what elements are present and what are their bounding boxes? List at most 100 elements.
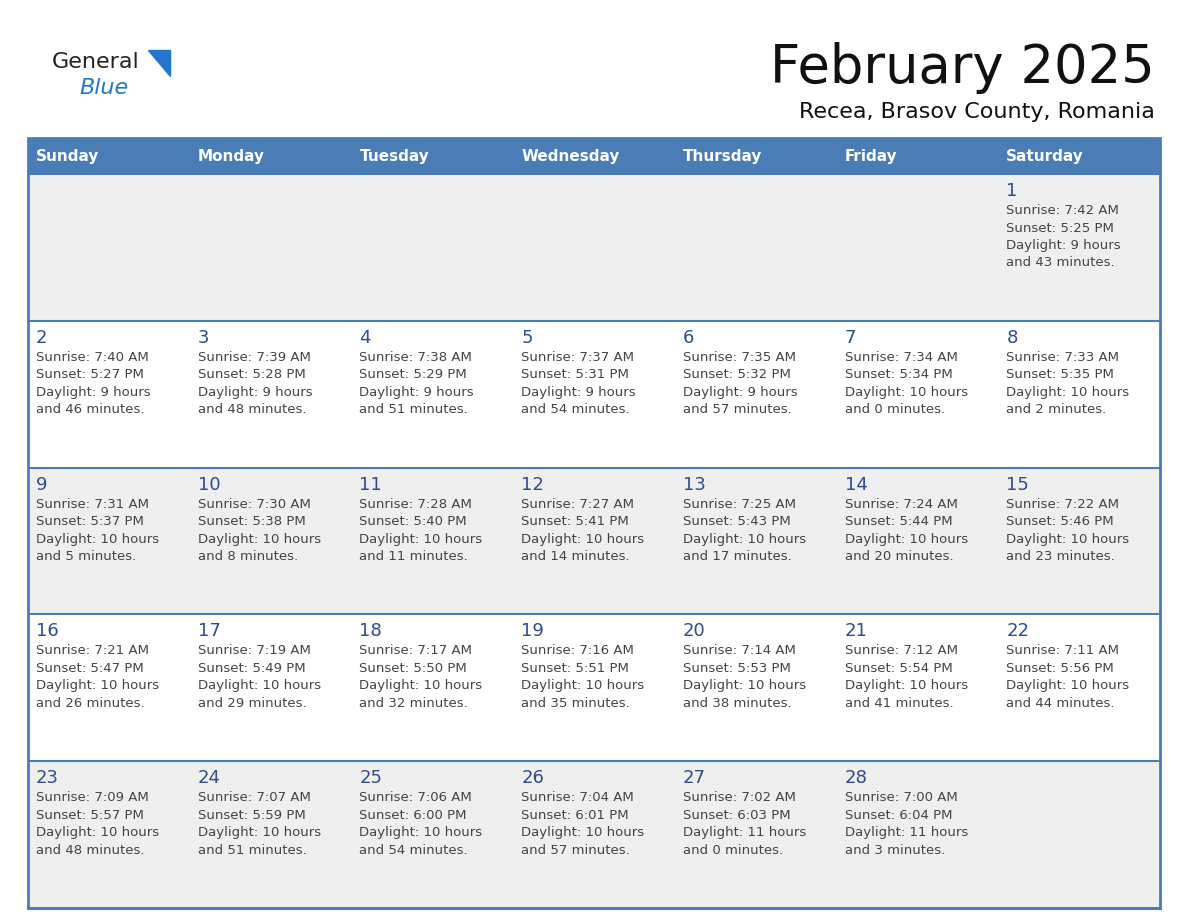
Text: Daylight: 9 hours: Daylight: 9 hours	[360, 386, 474, 398]
Text: Daylight: 10 hours: Daylight: 10 hours	[197, 826, 321, 839]
Text: 26: 26	[522, 769, 544, 788]
Text: and 46 minutes.: and 46 minutes.	[36, 403, 145, 416]
Text: Daylight: 10 hours: Daylight: 10 hours	[1006, 679, 1130, 692]
Text: Sunrise: 7:37 AM: Sunrise: 7:37 AM	[522, 351, 634, 364]
Text: 21: 21	[845, 622, 867, 641]
Text: Sunrise: 7:27 AM: Sunrise: 7:27 AM	[522, 498, 634, 510]
Text: 23: 23	[36, 769, 59, 788]
Text: Sunset: 6:03 PM: Sunset: 6:03 PM	[683, 809, 790, 822]
Text: Sunset: 5:54 PM: Sunset: 5:54 PM	[845, 662, 953, 675]
Text: Sunset: 5:56 PM: Sunset: 5:56 PM	[1006, 662, 1114, 675]
Text: Daylight: 10 hours: Daylight: 10 hours	[845, 532, 968, 545]
Text: 7: 7	[845, 329, 857, 347]
Text: Sunrise: 7:09 AM: Sunrise: 7:09 AM	[36, 791, 148, 804]
Text: Sunset: 5:51 PM: Sunset: 5:51 PM	[522, 662, 628, 675]
Text: Daylight: 10 hours: Daylight: 10 hours	[845, 386, 968, 398]
Text: Sunset: 5:28 PM: Sunset: 5:28 PM	[197, 368, 305, 381]
Text: 20: 20	[683, 622, 706, 641]
Text: Sunrise: 7:11 AM: Sunrise: 7:11 AM	[1006, 644, 1119, 657]
Text: Sunset: 5:53 PM: Sunset: 5:53 PM	[683, 662, 791, 675]
Bar	[29, 467, 1159, 614]
Text: and 41 minutes.: and 41 minutes.	[845, 697, 953, 710]
Text: Sunrise: 7:14 AM: Sunrise: 7:14 AM	[683, 644, 796, 657]
Text: and 5 minutes.: and 5 minutes.	[36, 550, 137, 563]
Text: Sunrise: 7:17 AM: Sunrise: 7:17 AM	[360, 644, 473, 657]
Text: Saturday: Saturday	[1006, 149, 1085, 163]
Text: Sunset: 5:46 PM: Sunset: 5:46 PM	[1006, 515, 1114, 528]
Text: Daylight: 10 hours: Daylight: 10 hours	[683, 532, 805, 545]
Text: Sunrise: 7:22 AM: Sunrise: 7:22 AM	[1006, 498, 1119, 510]
Text: and 44 minutes.: and 44 minutes.	[1006, 697, 1114, 710]
Text: Sunset: 5:49 PM: Sunset: 5:49 PM	[197, 662, 305, 675]
Text: 25: 25	[360, 769, 383, 788]
Text: 17: 17	[197, 622, 221, 641]
Text: Daylight: 10 hours: Daylight: 10 hours	[1006, 532, 1130, 545]
Text: and 17 minutes.: and 17 minutes.	[683, 550, 791, 563]
Text: Sunrise: 7:42 AM: Sunrise: 7:42 AM	[1006, 204, 1119, 217]
Bar	[29, 138, 1159, 174]
Text: and 51 minutes.: and 51 minutes.	[197, 844, 307, 856]
Text: 24: 24	[197, 769, 221, 788]
Text: and 54 minutes.: and 54 minutes.	[522, 403, 630, 416]
Text: Recea, Brasov County, Romania: Recea, Brasov County, Romania	[800, 102, 1155, 122]
Text: Sunrise: 7:34 AM: Sunrise: 7:34 AM	[845, 351, 958, 364]
Text: Sunset: 5:40 PM: Sunset: 5:40 PM	[360, 515, 467, 528]
Text: Sunset: 5:25 PM: Sunset: 5:25 PM	[1006, 221, 1114, 234]
Text: 12: 12	[522, 476, 544, 494]
Text: Sunrise: 7:12 AM: Sunrise: 7:12 AM	[845, 644, 958, 657]
Text: and 0 minutes.: and 0 minutes.	[683, 844, 783, 856]
Text: Sunrise: 7:02 AM: Sunrise: 7:02 AM	[683, 791, 796, 804]
Text: Sunrise: 7:39 AM: Sunrise: 7:39 AM	[197, 351, 310, 364]
Polygon shape	[148, 50, 170, 76]
Text: and 51 minutes.: and 51 minutes.	[360, 403, 468, 416]
Text: Sunrise: 7:33 AM: Sunrise: 7:33 AM	[1006, 351, 1119, 364]
Text: 14: 14	[845, 476, 867, 494]
Text: 6: 6	[683, 329, 694, 347]
Text: 22: 22	[1006, 622, 1029, 641]
Text: 9: 9	[36, 476, 48, 494]
Text: Blue: Blue	[78, 78, 128, 98]
Text: Friday: Friday	[845, 149, 897, 163]
Text: and 54 minutes.: and 54 minutes.	[360, 844, 468, 856]
Text: 2: 2	[36, 329, 48, 347]
Text: Daylight: 10 hours: Daylight: 10 hours	[522, 679, 644, 692]
Text: and 43 minutes.: and 43 minutes.	[1006, 256, 1114, 270]
Text: Daylight: 10 hours: Daylight: 10 hours	[522, 826, 644, 839]
Text: General: General	[52, 52, 140, 72]
Text: and 8 minutes.: and 8 minutes.	[197, 550, 298, 563]
Text: Sunset: 5:50 PM: Sunset: 5:50 PM	[360, 662, 467, 675]
Text: 1: 1	[1006, 182, 1018, 200]
Text: Daylight: 11 hours: Daylight: 11 hours	[683, 826, 807, 839]
Text: Sunset: 6:04 PM: Sunset: 6:04 PM	[845, 809, 952, 822]
Text: and 11 minutes.: and 11 minutes.	[360, 550, 468, 563]
Bar	[29, 138, 1159, 908]
Text: 4: 4	[360, 329, 371, 347]
Text: Sunset: 5:47 PM: Sunset: 5:47 PM	[36, 662, 144, 675]
Text: Sunset: 5:41 PM: Sunset: 5:41 PM	[522, 515, 628, 528]
Text: Sunrise: 7:28 AM: Sunrise: 7:28 AM	[360, 498, 473, 510]
Text: 5: 5	[522, 329, 532, 347]
Text: and 29 minutes.: and 29 minutes.	[197, 697, 307, 710]
Text: Daylight: 9 hours: Daylight: 9 hours	[683, 386, 797, 398]
Text: Sunrise: 7:04 AM: Sunrise: 7:04 AM	[522, 791, 634, 804]
Text: Sunset: 5:29 PM: Sunset: 5:29 PM	[360, 368, 467, 381]
Text: and 57 minutes.: and 57 minutes.	[522, 844, 630, 856]
Text: Sunset: 5:38 PM: Sunset: 5:38 PM	[197, 515, 305, 528]
Text: Thursday: Thursday	[683, 149, 763, 163]
Text: 19: 19	[522, 622, 544, 641]
Text: 13: 13	[683, 476, 706, 494]
Text: and 3 minutes.: and 3 minutes.	[845, 844, 944, 856]
Text: Sunset: 5:44 PM: Sunset: 5:44 PM	[845, 515, 953, 528]
Text: 28: 28	[845, 769, 867, 788]
Text: and 23 minutes.: and 23 minutes.	[1006, 550, 1116, 563]
Text: and 48 minutes.: and 48 minutes.	[36, 844, 145, 856]
Text: Sunset: 5:31 PM: Sunset: 5:31 PM	[522, 368, 628, 381]
Text: Sunrise: 7:06 AM: Sunrise: 7:06 AM	[360, 791, 472, 804]
Bar	[29, 761, 1159, 908]
Text: and 35 minutes.: and 35 minutes.	[522, 697, 630, 710]
Text: and 38 minutes.: and 38 minutes.	[683, 697, 791, 710]
Text: Daylight: 10 hours: Daylight: 10 hours	[360, 532, 482, 545]
Bar	[29, 320, 1159, 467]
Text: Daylight: 10 hours: Daylight: 10 hours	[36, 679, 159, 692]
Text: Daylight: 9 hours: Daylight: 9 hours	[1006, 239, 1121, 252]
